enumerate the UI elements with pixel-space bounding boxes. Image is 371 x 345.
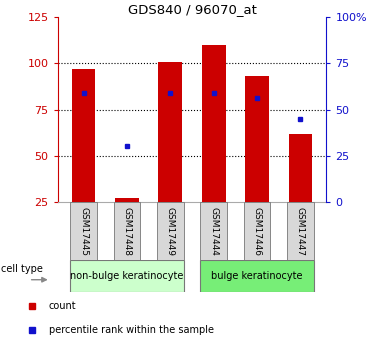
Bar [70, 260, 184, 292]
Text: percentile rank within the sample: percentile rank within the sample [49, 325, 214, 335]
Bar [200, 202, 227, 260]
Text: GSM17445: GSM17445 [79, 207, 88, 256]
Bar [289, 134, 312, 202]
Text: GSM17449: GSM17449 [166, 207, 175, 256]
Text: GSM17446: GSM17446 [253, 207, 262, 256]
Text: cell type: cell type [1, 264, 43, 274]
Text: count: count [49, 302, 76, 312]
Text: GSM17444: GSM17444 [209, 207, 218, 256]
Bar [158, 61, 182, 202]
Bar [115, 198, 139, 202]
Text: bulge keratinocyte: bulge keratinocyte [211, 271, 303, 281]
Bar [202, 45, 226, 202]
Text: GSM17447: GSM17447 [296, 207, 305, 256]
Title: GDS840 / 96070_at: GDS840 / 96070_at [128, 3, 256, 16]
Bar [287, 202, 314, 260]
Bar [72, 69, 95, 202]
Bar [70, 202, 97, 260]
Text: non-bulge keratinocyte: non-bulge keratinocyte [70, 271, 184, 281]
Bar [114, 202, 140, 260]
Text: GSM17448: GSM17448 [122, 207, 131, 256]
Bar [200, 260, 314, 292]
Bar [244, 202, 270, 260]
Bar [245, 76, 269, 202]
Bar [157, 202, 184, 260]
